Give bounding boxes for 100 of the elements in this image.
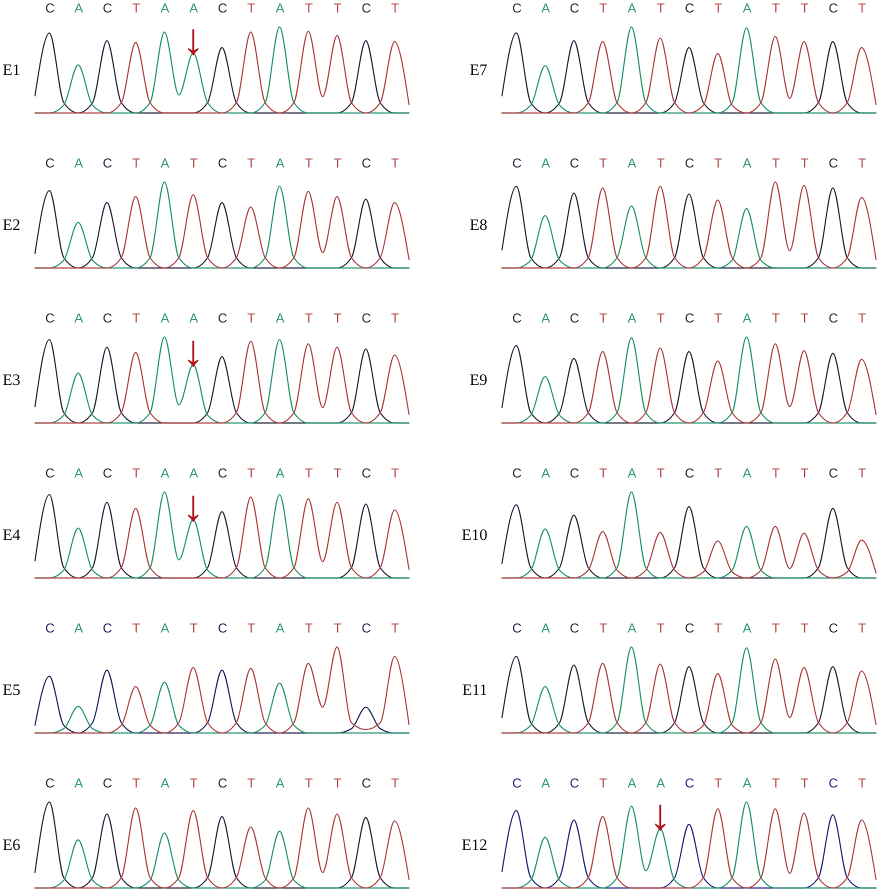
text: E1: [2, 62, 20, 79]
text: E11: [462, 682, 488, 699]
x-tick-label: C: [570, 0, 580, 16]
x-tick-label: C: [218, 0, 228, 16]
x-tick-label: T: [772, 156, 780, 170]
text: E3: [2, 372, 20, 389]
x-tick-label: T: [858, 156, 866, 170]
x-tick-label: C: [362, 156, 372, 170]
x-tick-label: A: [541, 156, 550, 170]
x-tick-label: C: [828, 0, 838, 16]
x-tick-label: A: [276, 466, 285, 480]
x-tick-label: T: [599, 466, 608, 480]
x-tick-label: C: [828, 156, 838, 170]
x-tick-label: T: [132, 620, 140, 636]
x-tick-label: C: [362, 776, 372, 790]
x-tick-label: C: [684, 620, 694, 636]
x-tick-label: T: [714, 310, 722, 326]
x-tick-label: C: [218, 620, 228, 636]
x-tick-label: T: [772, 466, 780, 480]
x-tick-label: T: [391, 466, 400, 480]
x-tick-label: T: [858, 620, 866, 636]
x-tick-label: T: [800, 620, 809, 636]
x-tick-label: T: [772, 620, 780, 636]
x-tick-label: A: [541, 620, 550, 636]
x-tick-label: C: [828, 466, 838, 480]
x-tick-label: C: [45, 0, 55, 16]
x-tick-label: C: [218, 466, 228, 480]
x-tick-label: C: [45, 620, 55, 636]
x-tick-label: T: [391, 0, 400, 16]
text: E2: [2, 217, 20, 234]
x-tick-label: T: [132, 466, 140, 480]
x-tick-label: T: [247, 620, 256, 636]
x-tick-label: T: [772, 776, 780, 790]
x-tick-label: T: [391, 620, 400, 636]
x-tick-label: T: [800, 466, 809, 480]
x-tick-label: C: [570, 310, 580, 326]
x-tick-label: T: [599, 0, 608, 16]
x-tick-label: T: [772, 0, 780, 16]
x-tick-label: C: [362, 620, 372, 636]
x-tick-label: A: [628, 0, 637, 16]
x-tick-label: C: [684, 466, 694, 480]
x-tick-label: T: [247, 776, 256, 790]
x-tick-label: C: [45, 466, 55, 480]
x-tick-label: A: [276, 620, 285, 636]
x-tick-label: A: [160, 0, 170, 16]
x-tick-label: A: [74, 620, 84, 636]
x-tick-label: T: [247, 310, 256, 326]
x-tick-label: A: [541, 466, 550, 480]
x-tick-label: A: [541, 776, 550, 790]
x-tick-label: A: [74, 156, 84, 170]
annotation: ↓: [182, 326, 204, 376]
x-tick-label: A: [742, 0, 752, 16]
x-tick-label: T: [800, 310, 809, 326]
x-tick-label: T: [800, 156, 809, 170]
x-tick-label: T: [800, 0, 809, 16]
x-tick-label: A: [628, 776, 637, 790]
x-tick-label: T: [190, 776, 198, 790]
x-tick-label: T: [656, 310, 665, 326]
x-tick-label: T: [800, 776, 809, 790]
x-tick-label: A: [189, 466, 198, 480]
x-tick-label: A: [276, 310, 285, 326]
x-tick-label: C: [512, 466, 522, 480]
x-tick-label: C: [512, 620, 522, 636]
x-tick-label: T: [304, 776, 313, 790]
x-tick-label: A: [656, 776, 666, 790]
text: E10: [462, 527, 488, 544]
x-tick-label: T: [714, 0, 722, 16]
x-tick-label: T: [334, 310, 342, 326]
x-tick-label: T: [190, 620, 198, 636]
x-tick-label: T: [599, 776, 608, 790]
x-tick-label: T: [304, 466, 313, 480]
x-tick-label: A: [276, 0, 285, 16]
x-tick-label: T: [334, 0, 342, 16]
x-tick-label: T: [132, 0, 140, 16]
x-tick-label: T: [772, 310, 780, 326]
x-tick-label: A: [742, 310, 752, 326]
text: E4: [2, 527, 20, 544]
x-tick-label: C: [45, 156, 55, 170]
x-tick-label: T: [656, 0, 665, 16]
x-tick-label: A: [628, 620, 637, 636]
x-tick-label: A: [160, 776, 170, 790]
x-tick-label: T: [599, 156, 608, 170]
x-tick-label: T: [334, 466, 342, 480]
x-tick-label: T: [714, 466, 722, 480]
text: E5: [2, 682, 20, 699]
x-tick-label: C: [570, 620, 580, 636]
x-tick-label: A: [628, 156, 637, 170]
x-tick-label: C: [512, 156, 522, 170]
x-tick-label: T: [656, 620, 665, 636]
x-tick-label: C: [218, 776, 228, 790]
x-tick-label: A: [74, 776, 84, 790]
x-tick-label: A: [742, 466, 752, 480]
x-tick-label: A: [160, 620, 170, 636]
x-tick-label: C: [828, 776, 838, 790]
x-tick-label: C: [102, 310, 112, 326]
x-tick-label: C: [102, 466, 112, 480]
x-tick-label: A: [541, 0, 550, 16]
x-tick-label: T: [247, 156, 256, 170]
x-tick-label: T: [334, 776, 342, 790]
x-tick-label: C: [512, 0, 522, 16]
